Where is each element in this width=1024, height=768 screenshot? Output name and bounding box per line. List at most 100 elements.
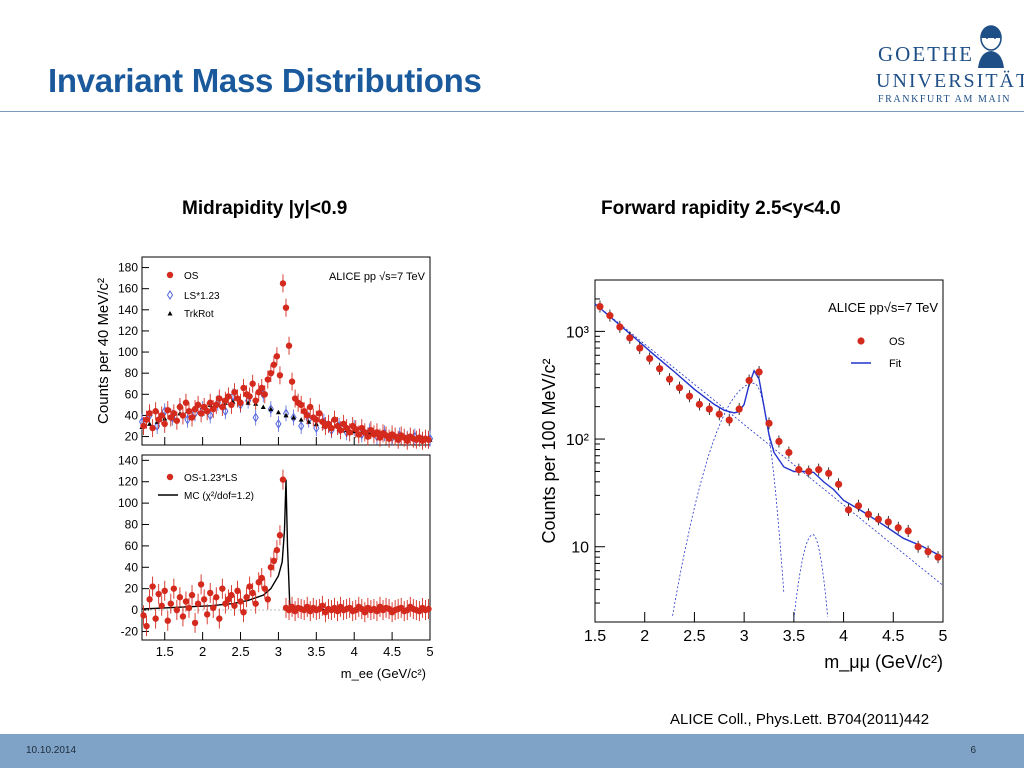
subtracted-marker (203, 611, 211, 618)
forward-os-marker (646, 354, 654, 363)
subtracted-marker (234, 587, 241, 595)
os-marker (161, 420, 168, 428)
forward-legend-fit-label: Fit (889, 358, 901, 370)
forward-os-marker (715, 410, 723, 418)
forward-os-marker (825, 469, 833, 477)
subtracted-marker (164, 617, 171, 624)
os-marker (231, 388, 238, 396)
os-marker (276, 372, 284, 379)
forward-os-marker (656, 365, 664, 373)
os-marker (316, 410, 323, 417)
forward-legend-os-label: OS (889, 336, 905, 348)
subtracted-marker (197, 581, 205, 588)
subtracted-marker (194, 600, 202, 607)
logo-university: UNIVERSITÄT (876, 70, 1024, 92)
lower-y-tick-label: 40 (125, 560, 139, 574)
legend-os-label: OS (184, 271, 199, 282)
forward-os-marker (735, 405, 743, 413)
os-marker (170, 410, 178, 417)
legend-ls-label: LS*1.23 (184, 291, 220, 302)
os-marker (297, 401, 305, 409)
legend-trkrot-label: TrkRot (184, 309, 214, 320)
os-marker (194, 401, 202, 409)
os-marker (179, 412, 187, 419)
forward-os-marker (675, 384, 684, 392)
upper-y-tick-label: 20 (125, 430, 139, 444)
lower-y-tick-label: 100 (118, 496, 138, 510)
os-marker (307, 403, 314, 411)
os-marker (216, 395, 223, 402)
os-marker (267, 369, 275, 377)
upper-y-tick-label: 160 (118, 282, 138, 296)
x-tick-label: 4.5 (383, 644, 401, 659)
os-marker (249, 380, 256, 387)
os-marker (373, 429, 381, 436)
os-marker (355, 431, 362, 438)
logo-name: GOETHE (878, 42, 974, 66)
forward-y-axis-label: Counts per 100 MeV/c² (539, 358, 559, 543)
os-marker (337, 427, 344, 434)
subtracted-marker (152, 615, 159, 622)
os-marker (164, 406, 171, 414)
os-marker (252, 397, 259, 404)
os-marker (173, 417, 181, 424)
x-tick-label: 1.5 (156, 644, 174, 659)
trkrot-marker (291, 415, 297, 420)
forward-os-marker (685, 392, 694, 400)
midrapidity-chart: 20 40 60 80 100 120 140 160 180 -20 0 20 40 60 80 100 12… (90, 245, 440, 690)
x-tick-label: 5 (426, 644, 433, 659)
os-marker (140, 422, 147, 430)
os-marker (273, 353, 281, 360)
lower-y-tick-label: 120 (118, 475, 138, 489)
upper-y-tick-label: 180 (118, 261, 138, 275)
lower-y-tick-label: 80 (125, 518, 139, 532)
subtracted-marker (252, 600, 259, 607)
forward-os-marker (924, 548, 932, 556)
forward-os-marker (815, 466, 823, 474)
forward-os-marker (785, 448, 793, 457)
forward-os-marker (914, 543, 922, 551)
upper-plot-frame (141, 256, 431, 446)
forward-os-marker (755, 368, 763, 376)
forward-os-marker (844, 506, 853, 514)
subtracted-marker (425, 605, 432, 613)
background-component-curve (594, 303, 944, 586)
os-marker (207, 399, 214, 406)
os-marker (188, 414, 196, 421)
forward-rapidity-heading: Forward rapidity 2.5<y<4.0 (601, 198, 841, 219)
x-tick-label: 2.5 (231, 644, 249, 659)
forward-os-marker (745, 376, 753, 385)
os-marker (258, 384, 265, 392)
os-marker (213, 401, 220, 409)
forward-x-tick-label: 1.5 (584, 628, 606, 645)
subtracted-marker (143, 622, 150, 630)
forward-x-tick-label: 3 (740, 628, 749, 645)
os-marker (264, 376, 272, 383)
forward-os-marker (665, 375, 674, 383)
os-marker (288, 378, 296, 385)
subtracted-marker (243, 594, 250, 601)
footer-date: 10.10.2014 (26, 745, 77, 756)
forward-os-marker (835, 480, 843, 488)
os-marker (313, 416, 320, 423)
os-marker (352, 425, 359, 433)
os-marker (304, 412, 311, 419)
legend-subtracted-marker (166, 473, 174, 481)
midrapidity-chart-svg: 20 40 60 80 100 120 140 160 180 -20 0 20 40 60 80 100 12… (95, 256, 434, 681)
forward-y-tick-label: 10² (566, 432, 590, 449)
jpsi-component-curve (672, 382, 785, 616)
forward-os-marker (765, 419, 773, 427)
citation: ALICE Coll., Phys.Lett. B704(2011)442 (670, 711, 930, 728)
forward-x-tick-label: 5 (939, 628, 948, 645)
x-tick-label: 2 (199, 644, 206, 659)
os-marker (182, 399, 190, 406)
os-marker (197, 410, 205, 417)
os-marker (285, 342, 293, 349)
upper-y-tick-label: 100 (118, 345, 138, 359)
forward-os-marker (636, 344, 644, 352)
trkrot-marker (283, 412, 289, 418)
ls-marker (275, 418, 282, 429)
upper-y-tick-label: 60 (125, 387, 139, 401)
os-marker (240, 384, 247, 392)
forward-os-marker (606, 312, 614, 320)
